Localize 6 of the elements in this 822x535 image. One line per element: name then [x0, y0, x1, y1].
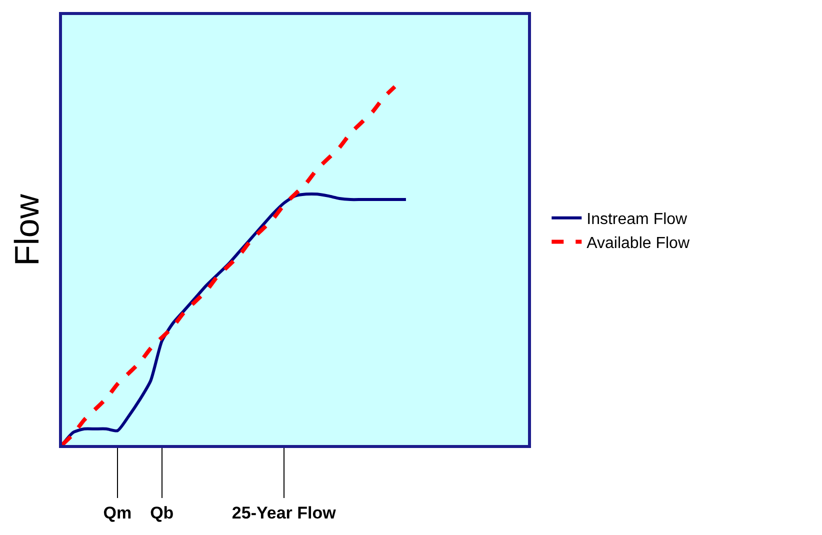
x-tick-label: Qm	[103, 503, 132, 522]
y-axis-title: Flow	[8, 194, 47, 266]
x-tick-label: Qb	[150, 503, 174, 522]
legend-label: Available Flow	[586, 234, 690, 252]
x-tick-label: 25-Year Flow	[232, 503, 337, 522]
legend-label: Instream Flow	[586, 211, 688, 228]
